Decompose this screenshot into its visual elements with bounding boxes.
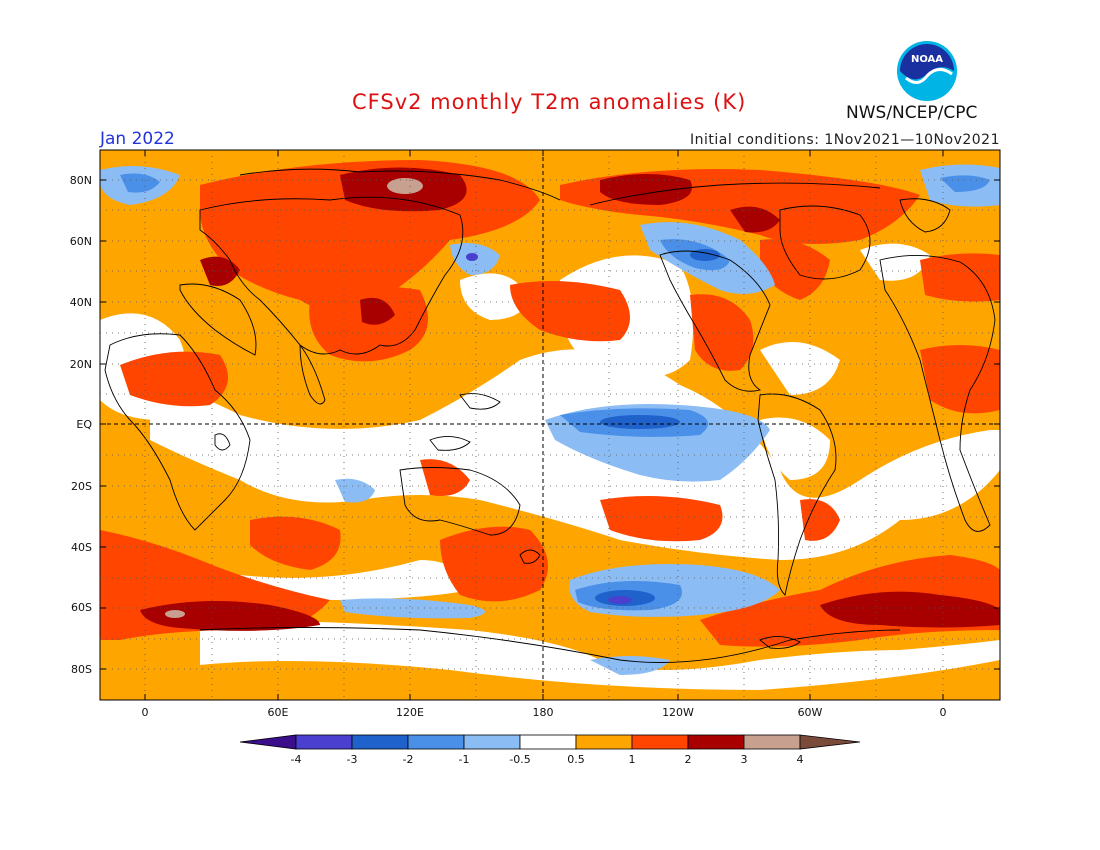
colorbar-swatch-gt-4 [799,734,861,750]
initial-conditions: Initial conditions: 1Nov2021—10Nov2021 [689,132,1000,148]
lat-label-40s: 40S [71,541,92,554]
lat-label-40n: 40N [70,296,92,309]
lat-label-80n: 80N [70,174,92,187]
colorbar: -4 -3 -2 -1 -0.5 0.5 1 2 3 4 [239,734,861,766]
warm-2-3-regions [140,167,1000,631]
colorbar-label-m3: -3 [347,753,358,766]
colorbar-label-p1: 1 [629,753,636,766]
colorbar-swatch-3-4 [743,734,801,750]
warm-3-4-regions [165,178,423,618]
colorbar-swatch-1-05 [463,734,521,750]
lat-label-eq: EQ [76,418,92,431]
coastlines [104,168,996,663]
lat-label-80s: 80S [71,663,92,676]
lon-label-60e: 60E [268,706,289,719]
lon-label-120e: 120E [396,706,424,719]
lat-label-20s: 20S [71,480,92,493]
lat-label-60s: 60S [71,601,92,614]
logo-text: NOAA [911,54,943,65]
lat-label-20n: 20N [70,358,92,371]
colorbar-swatch-4-3 [295,734,353,750]
lon-label-60w: 60W [798,706,823,719]
axis-ticks [100,150,1000,700]
lon-label-0-west: 0 [142,706,149,719]
colorbar-label-m1: -1 [459,753,470,766]
lat-labels: 80N 60N 40N 20N EQ 20S 40S 60S 80S [70,174,93,676]
colorbar-swatch-lt-4 [239,734,297,750]
colorbar-label-m05: -0.5 [509,753,530,766]
anomaly-field [100,150,1000,700]
lon-label-0-east: 0 [940,706,947,719]
agency-label: NWS/NCEP/CPC [846,103,978,123]
colorbar-swatch-2-3 [687,734,745,750]
lat-label-60n: 60N [70,235,92,248]
colorbar-label-m4: -4 [291,753,302,766]
colorbar-label-p2: 2 [685,753,692,766]
noaa-logo-icon: NOAA [897,41,957,101]
colorbar-label-p3: 3 [741,753,748,766]
colorbar-swatch-neutral [519,734,577,750]
colorbar-swatch-1-2 [631,734,689,750]
lon-label-120w: 120W [662,706,694,719]
forecast-month: Jan 2022 [100,129,175,149]
colorbar-swatch-3-2 [351,734,409,750]
colorbar-label-p4: 4 [797,753,804,766]
graticule [100,150,1000,700]
lon-label-180: 180 [533,706,554,719]
map-frame [99,149,1001,701]
lon-labels: 0 60E 120E 180 120W 60W 0 [142,706,947,719]
colorbar-swatch-05-1 [575,734,633,750]
colorbar-swatch-2-1 [407,734,465,750]
colorbar-label-p05: 0.5 [567,753,585,766]
colorbar-label-m2: -2 [403,753,414,766]
map-title: CFSv2 monthly T2m anomalies (K) [352,90,747,114]
cool-3-4-regions [466,253,632,604]
